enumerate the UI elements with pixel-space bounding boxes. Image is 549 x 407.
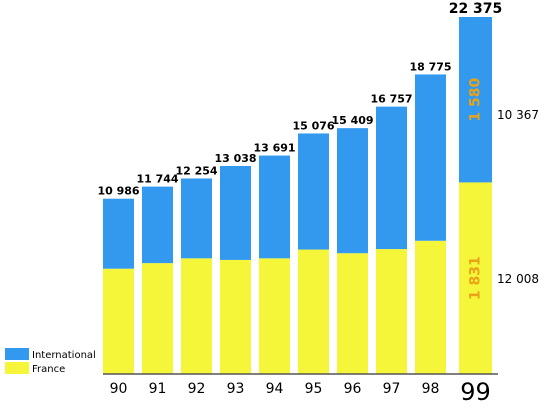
total-label-96: 15 409 — [331, 114, 373, 127]
bar-international-97 — [376, 106, 407, 250]
legend-label-international: International — [32, 350, 96, 361]
bar-international-98 — [415, 74, 446, 241]
total-label-90: 10 986 — [97, 185, 139, 198]
x-tick-label-95: 95 — [305, 381, 323, 397]
legend-swatch-international — [5, 348, 29, 360]
legend: International France — [5, 348, 96, 375]
bar-international-95 — [298, 133, 329, 250]
total-label-92: 12 254 — [175, 164, 217, 177]
x-tick-label-93: 93 — [227, 381, 245, 397]
side-label-international: 10 367 — [497, 108, 539, 122]
side-label-france: 12 008 — [497, 272, 539, 286]
bar-france-93 — [220, 259, 251, 374]
total-label-93: 13 038 — [214, 152, 256, 165]
bar-france-95 — [298, 249, 329, 374]
x-tick-label-97: 97 — [383, 381, 401, 397]
side-labels: 10 367 12 008 — [497, 108, 539, 286]
total-label-91: 11 744 — [136, 173, 178, 186]
x-tick-label-96: 96 — [344, 381, 362, 397]
labels-group: 10 986 90 11 744 91 12 254 92 13 038 93 13 691 94… — [97, 1, 502, 406]
total-label-95: 15 076 — [292, 119, 334, 132]
bar-international-96 — [337, 128, 368, 254]
total-label-97: 16 757 — [370, 93, 412, 106]
bar-france-94 — [259, 258, 290, 374]
bar-international-93 — [220, 165, 251, 260]
x-tick-label-94: 94 — [266, 381, 284, 397]
bars-group — [103, 17, 492, 374]
x-tick-label-90: 90 — [110, 381, 128, 397]
x-tick-label-91: 91 — [149, 381, 167, 397]
bar-international-94 — [259, 155, 290, 259]
bar-international-92 — [181, 178, 212, 259]
x-tick-label-99: 99 — [460, 378, 491, 406]
inner-label-international-99: 1 580 — [468, 78, 484, 122]
legend-swatch-france — [5, 362, 29, 374]
bar-france-96 — [337, 253, 368, 374]
total-label-98: 18 775 — [409, 60, 451, 73]
x-tick-label-92: 92 — [188, 381, 206, 397]
bar-international-99 — [459, 17, 492, 183]
bar-international-90 — [103, 198, 134, 269]
bar-france-98 — [415, 240, 446, 374]
bar-france-90 — [103, 268, 134, 374]
bar-france-97 — [376, 249, 407, 374]
bar-france-92 — [181, 258, 212, 374]
inner-label-france-99: 1 831 — [468, 256, 484, 300]
x-tick-label-98: 98 — [422, 381, 440, 397]
bar-france-91 — [142, 263, 173, 374]
total-label-94: 13 691 — [253, 142, 295, 155]
legend-label-france: France — [32, 364, 65, 375]
total-label-99: 22 375 — [449, 1, 503, 17]
bar-france-99 — [459, 182, 492, 374]
bar-international-91 — [142, 186, 173, 264]
